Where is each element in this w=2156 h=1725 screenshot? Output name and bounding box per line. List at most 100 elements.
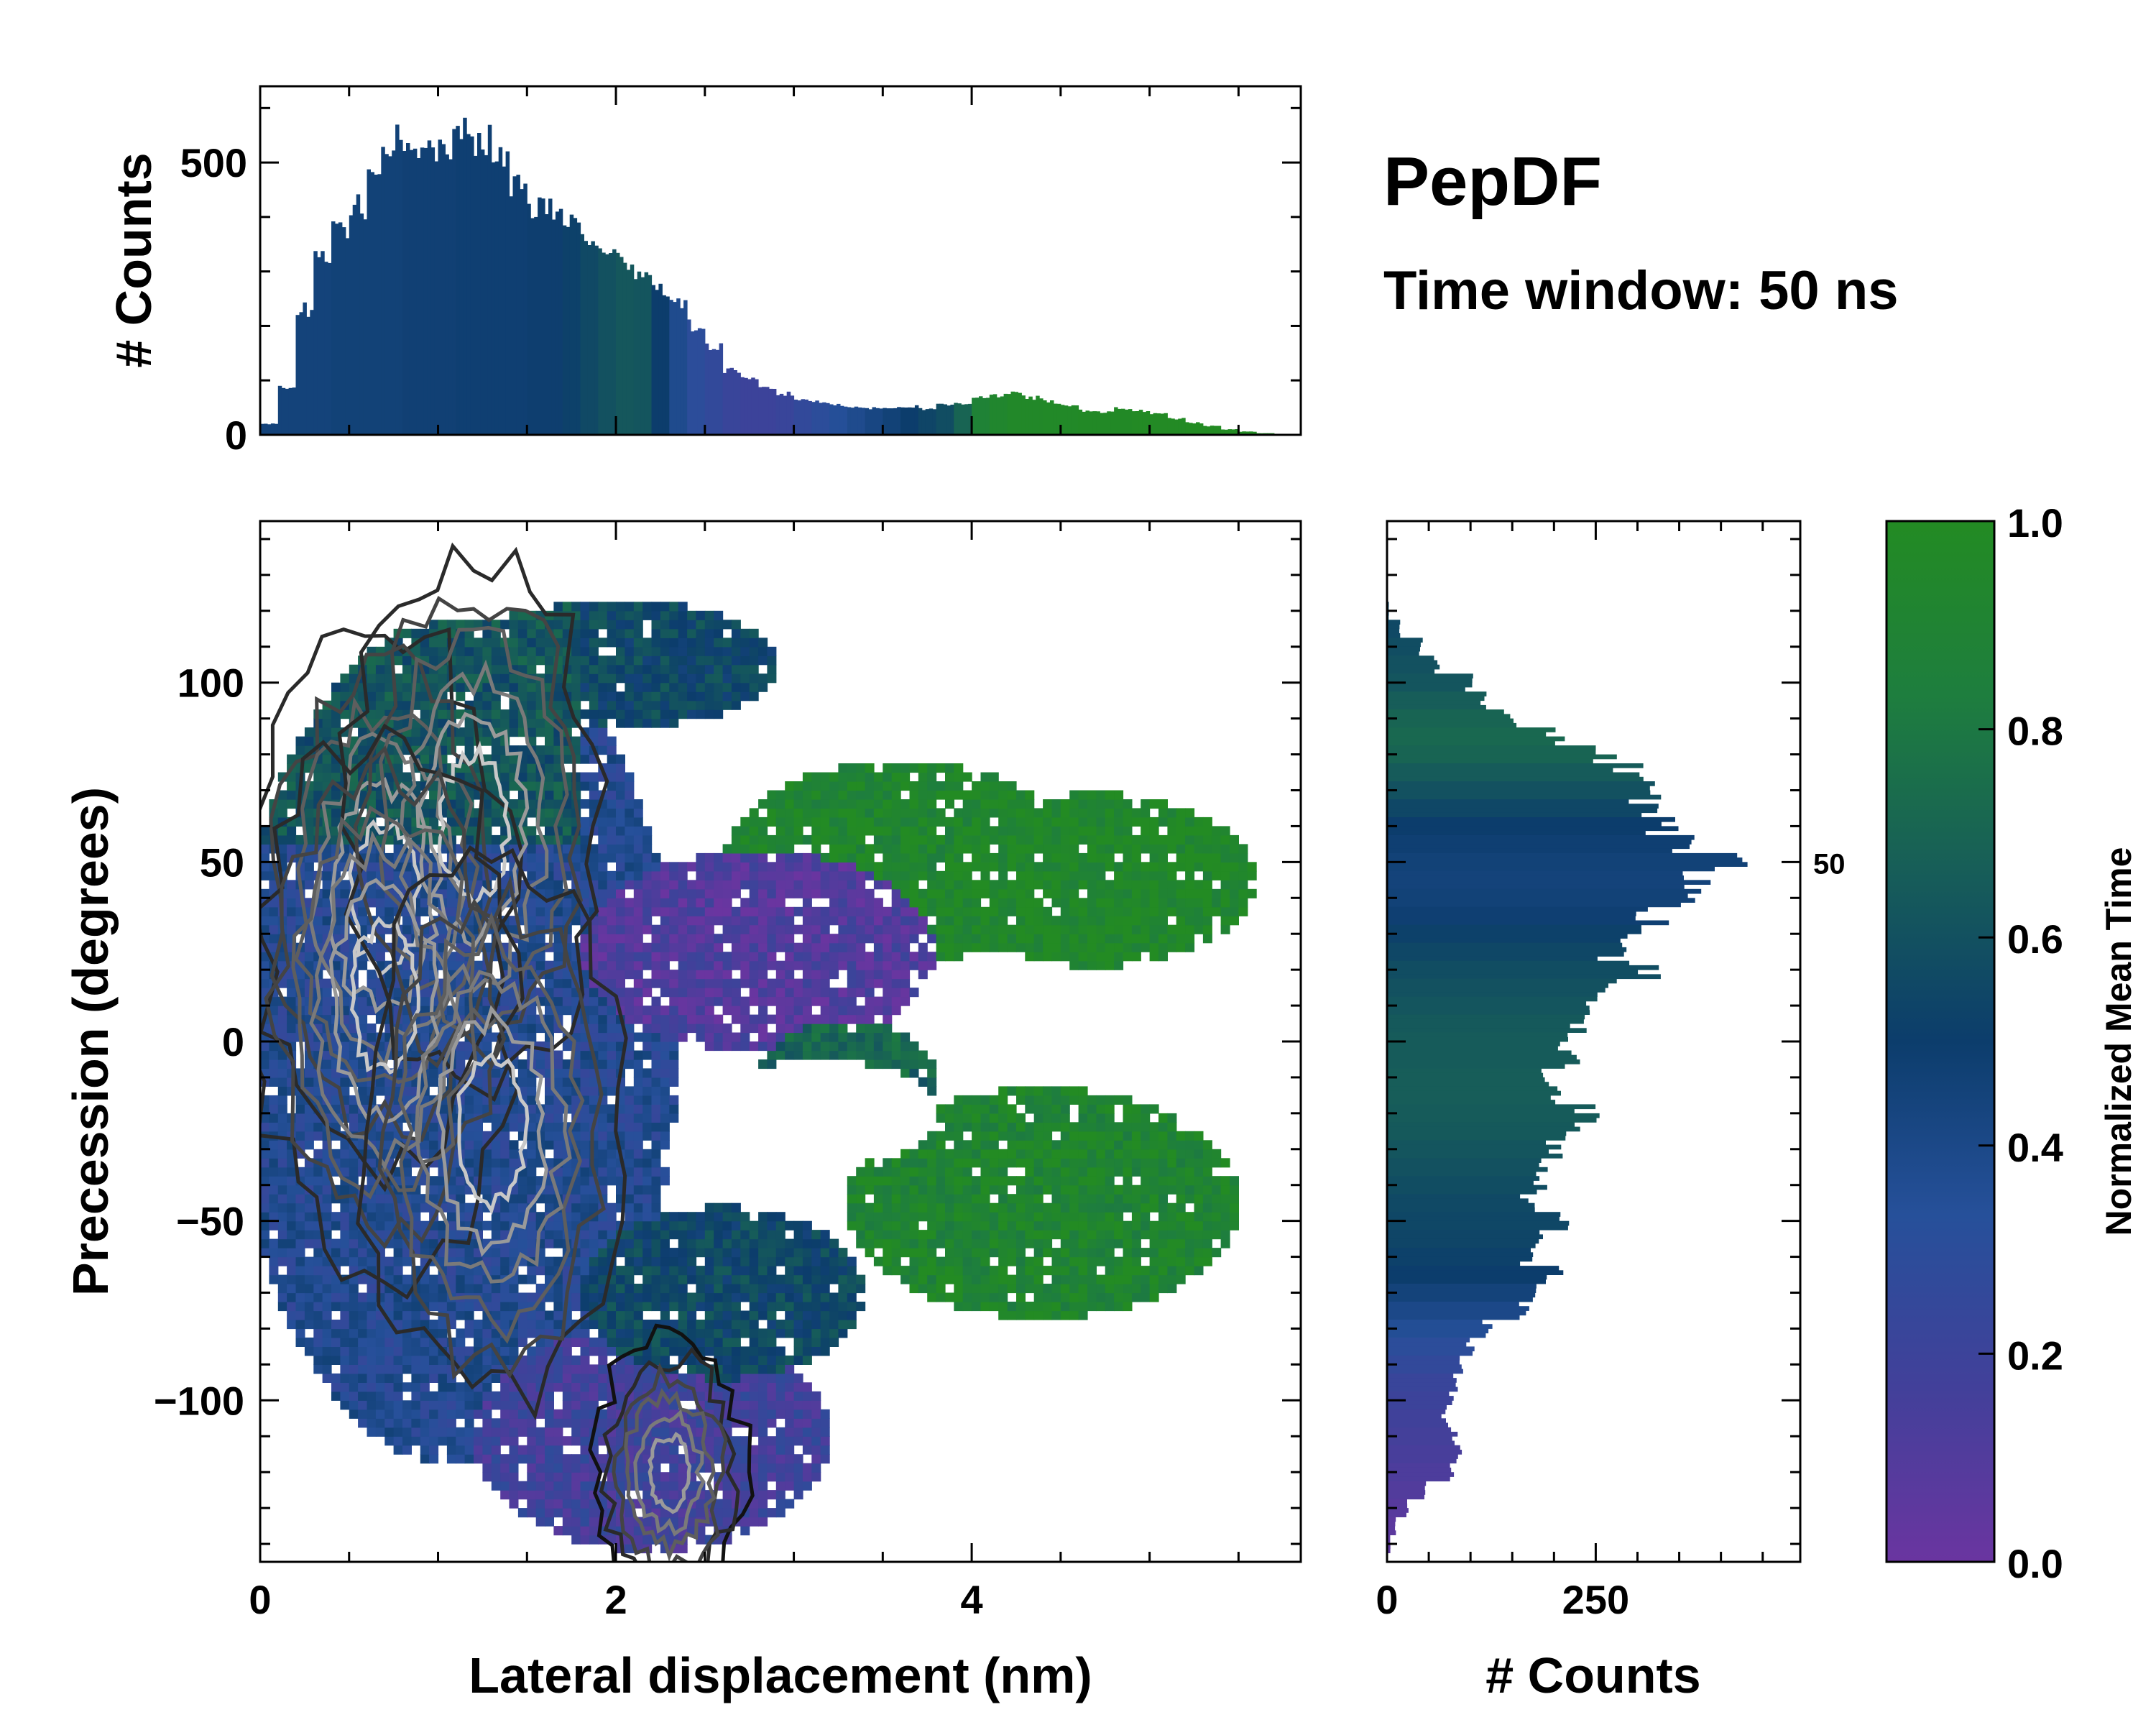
heatmap-cell bbox=[482, 709, 492, 719]
heatmap-cell bbox=[509, 1490, 519, 1500]
heatmap-cell bbox=[633, 691, 643, 702]
heatmap-cell bbox=[607, 736, 617, 746]
top-histogram-bar bbox=[1202, 426, 1207, 435]
heatmap-cell bbox=[553, 1220, 563, 1230]
top-histogram-bar bbox=[587, 245, 591, 435]
heatmap-cell bbox=[553, 1328, 563, 1338]
heatmap-cell bbox=[535, 628, 545, 638]
heatmap-cell bbox=[749, 638, 759, 648]
heatmap-cell bbox=[696, 1230, 706, 1240]
top-histogram-bar bbox=[1199, 423, 1204, 435]
heatmap-cell bbox=[269, 1184, 279, 1195]
heatmap-cell bbox=[625, 952, 635, 962]
top-histogram-bar bbox=[630, 264, 635, 435]
heatmap-cell bbox=[331, 790, 341, 800]
heatmap-cell bbox=[509, 1194, 519, 1204]
heatmap-cell bbox=[625, 1302, 635, 1312]
heatmap-cell bbox=[687, 924, 697, 934]
heatmap-cell bbox=[687, 700, 697, 710]
heatmap-cell bbox=[642, 916, 653, 926]
top-histogram-bar bbox=[594, 245, 599, 435]
heatmap-cell bbox=[607, 1068, 617, 1078]
heatmap-cell bbox=[758, 646, 768, 656]
heatmap-cell bbox=[277, 1167, 287, 1177]
heatmap-cell bbox=[367, 1212, 377, 1222]
heatmap-cell bbox=[438, 1320, 448, 1330]
heatmap-cell bbox=[553, 602, 563, 612]
top-histogram-bar bbox=[900, 407, 905, 435]
heatmap-cell bbox=[562, 1086, 572, 1096]
heatmap-cell bbox=[687, 709, 697, 719]
heatmap-cell bbox=[456, 664, 466, 674]
heatmap-cell bbox=[500, 1158, 510, 1168]
heatmap-cell bbox=[714, 610, 724, 620]
heatmap-cell bbox=[589, 1337, 599, 1347]
heatmap-cell bbox=[313, 1302, 323, 1312]
heatmap-cell bbox=[580, 1355, 590, 1365]
heatmap-cell bbox=[633, 1158, 643, 1168]
heatmap-cell bbox=[535, 852, 545, 862]
heatmap-cell bbox=[633, 996, 643, 1006]
heatmap-cell bbox=[456, 1445, 466, 1455]
heatmap-cell bbox=[660, 942, 670, 952]
heatmap-cell bbox=[340, 1382, 350, 1392]
heatmap-cell bbox=[277, 1292, 287, 1302]
heatmap-cell bbox=[420, 1346, 430, 1356]
heatmap-cell bbox=[633, 656, 643, 666]
heatmap-cell bbox=[553, 970, 563, 980]
heatmap-cell bbox=[687, 880, 697, 890]
top-histogram-bar bbox=[765, 387, 770, 435]
heatmap-cell bbox=[553, 1122, 563, 1132]
heatmap-cell bbox=[517, 1059, 528, 1070]
heatmap-cell bbox=[598, 1320, 608, 1330]
heatmap-cell bbox=[553, 1490, 563, 1500]
heatmap-cell bbox=[375, 1373, 385, 1383]
heatmap-cell bbox=[287, 978, 297, 988]
heatmap-cell bbox=[509, 781, 519, 791]
heatmap-cell bbox=[474, 1436, 483, 1446]
heatmap-cell bbox=[491, 1418, 501, 1428]
heatmap-cell bbox=[420, 1140, 430, 1150]
heatmap-cell bbox=[633, 1131, 643, 1141]
heatmap-cell bbox=[731, 888, 741, 898]
heatmap-cell bbox=[704, 1032, 714, 1042]
heatmap-cell bbox=[367, 1418, 377, 1428]
heatmap-cell bbox=[731, 1041, 741, 1052]
heatmap-cell bbox=[633, 934, 643, 944]
heatmap-cell bbox=[589, 1256, 599, 1266]
heatmap-cell bbox=[517, 1238, 528, 1248]
heatmap-cell bbox=[767, 1328, 777, 1338]
heatmap-cell bbox=[553, 1373, 563, 1383]
heatmap-cell bbox=[384, 682, 395, 692]
heatmap-cell bbox=[749, 682, 759, 692]
heatmap-cell bbox=[580, 834, 590, 845]
heatmap-cell bbox=[625, 970, 635, 980]
heatmap-cell bbox=[553, 1418, 563, 1428]
heatmap-cell bbox=[580, 952, 590, 962]
heatmap-cell bbox=[358, 1400, 368, 1410]
heatmap-cell bbox=[429, 673, 439, 684]
heatmap-cell bbox=[598, 602, 608, 612]
heatmap-cell bbox=[349, 1292, 359, 1302]
heatmap-cell bbox=[509, 1436, 519, 1446]
heatmap-cell bbox=[625, 610, 635, 620]
heatmap-cell bbox=[589, 1006, 599, 1016]
heatmap-cell bbox=[687, 906, 697, 916]
heatmap-cell bbox=[633, 1032, 643, 1042]
heatmap-cell bbox=[642, 610, 653, 620]
heatmap-cell bbox=[714, 916, 724, 926]
heatmap-cell bbox=[669, 1400, 679, 1410]
heatmap-cell bbox=[384, 1364, 395, 1374]
heatmap-cell bbox=[287, 1158, 297, 1168]
top-histogram-bar bbox=[1174, 419, 1179, 435]
heatmap-cell bbox=[731, 1274, 741, 1284]
heatmap-cell bbox=[517, 1337, 528, 1347]
heatmap-cell bbox=[722, 620, 732, 630]
heatmap-cell bbox=[340, 691, 350, 702]
heatmap-cell bbox=[749, 988, 759, 998]
heatmap-cell bbox=[562, 1346, 572, 1356]
top-histogram-bar bbox=[1010, 391, 1015, 435]
heatmap-cell bbox=[393, 1238, 403, 1248]
heatmap-cell bbox=[669, 888, 679, 898]
heatmap-cell bbox=[375, 664, 385, 674]
